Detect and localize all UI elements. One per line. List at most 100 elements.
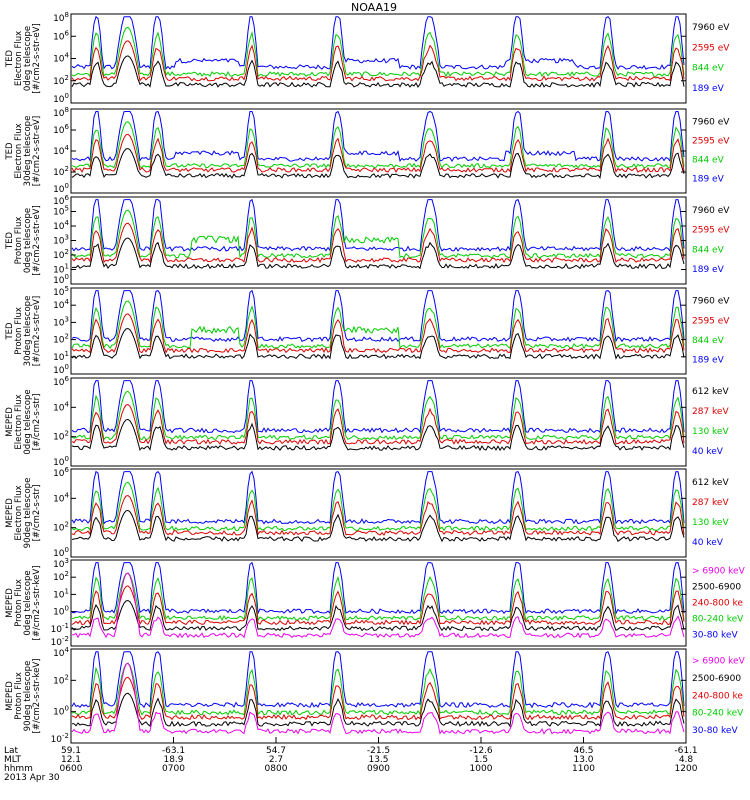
legend-entry: 2595 eV: [692, 43, 730, 53]
y-axis-label-line: [#/cm2-s-str]: [32, 485, 42, 542]
panel-frame: [70, 468, 687, 558]
y-axis-label-line: [#/cm2-s-str-keV]: [32, 566, 42, 641]
series-line-blue: [71, 198, 685, 253]
series-line-black: [71, 327, 685, 360]
legend-entry: 130 keV: [692, 518, 729, 528]
series-line-green: [71, 572, 685, 622]
x-tick-label: 1000: [470, 764, 493, 774]
panel-frame: [70, 287, 687, 375]
y-axis-label-line: Proton Flux: [14, 672, 24, 720]
series-line-black: [71, 237, 685, 270]
y-axis-label-line: Proton Flux: [14, 307, 24, 355]
x-tick-label: 0600: [60, 764, 83, 774]
legend-entry: 844 eV: [692, 156, 725, 166]
series-line-blue: [71, 470, 685, 525]
x-tick-label: -63.1: [162, 746, 185, 756]
y-axis-label-line: Electron Flux: [14, 123, 24, 178]
y-axis-label-line: Proton Flux: [14, 579, 24, 627]
y-tick-label: 104: [53, 52, 69, 65]
y-axis-label-line: 0deg telescope: [23, 389, 33, 454]
legend-entry: 240-800 ke: [692, 691, 743, 701]
x-row-label: MLT: [4, 755, 22, 765]
series-line-red: [71, 494, 685, 536]
series-line-green: [71, 209, 685, 259]
series-line-red: [71, 403, 685, 445]
y-tick-label: 100: [53, 705, 69, 718]
legend-entry: 844 eV: [692, 336, 725, 346]
x-tick-label: 13.5: [368, 755, 388, 765]
y-tick-label: 102: [53, 333, 69, 346]
series-line-black: [71, 55, 685, 88]
legend-entry: 40 keV: [692, 447, 724, 457]
legend-entry: 844 eV: [692, 64, 725, 74]
y-tick-label: 104: [53, 646, 69, 659]
y-tick-label: 101: [53, 350, 69, 363]
legend-entry: 189 eV: [692, 84, 725, 94]
x-tick-label: 59.1: [61, 746, 81, 756]
series-line-blue: [71, 651, 685, 709]
y-tick-label: 105: [53, 205, 69, 218]
y-axis-label-line: Electron Flux: [14, 485, 24, 540]
y-tick-label: 10-2: [51, 732, 69, 745]
y-tick-label: 101: [53, 263, 69, 276]
series-line-red: [71, 676, 685, 721]
y-tick-label: 100: [53, 92, 69, 105]
x-tick-label: 1200: [675, 764, 698, 774]
y-tick-label: 104: [53, 400, 69, 413]
y-axis-label-line: 0deg telescope: [23, 26, 33, 91]
legend-entry: > 6900 keV: [692, 656, 746, 666]
x-tick-label: 2.7: [269, 755, 283, 765]
x-row-label: Lat: [4, 746, 19, 756]
y-axis-label-line: TED: [5, 231, 15, 250]
series-line-red: [71, 133, 685, 174]
y-tick-label: 102: [53, 521, 69, 534]
y-axis-label-line: 30deg telescope: [23, 296, 33, 367]
y-axis-label-line: MEPED: [5, 681, 15, 711]
panel-frame: [70, 559, 687, 647]
x-row-label: hhmm: [4, 764, 33, 774]
y-tick-label: 106: [53, 123, 69, 136]
y-axis-label-line: MEPED: [5, 407, 15, 437]
y-tick-label: 100: [53, 546, 69, 559]
y-tick-label: 105: [53, 285, 69, 298]
y-tick-label: 102: [53, 430, 69, 443]
series-line-blue: [71, 110, 685, 163]
series-line-red: [71, 585, 685, 626]
panel-5: 100 102 104 106 MEPED Electron Flux 0deg teles…: [5, 375, 729, 468]
series-line-black: [71, 418, 685, 452]
y-tick-label: 106: [53, 375, 69, 388]
legend-entry: 80-240 keV: [692, 709, 744, 719]
series-line-green: [71, 26, 685, 78]
legend-entry: 189 eV: [692, 175, 725, 185]
y-axis-label-line: 0deg telescope: [23, 208, 33, 273]
x-tick-label: 0900: [367, 764, 390, 774]
x-tick-label: -61.1: [674, 746, 697, 756]
x-axis: Lat 59.1 -63.1 54.7 -21.5 -12.6 46.5 -61.1 MLT 12…: [4, 737, 698, 783]
series-line-green: [71, 662, 685, 716]
legend-entry: 30-80 keV: [692, 630, 738, 640]
series-line-green: [71, 390, 685, 441]
x-date-label: 2013 Apr 30: [4, 773, 60, 783]
legend-entry: 612 keV: [692, 387, 729, 397]
legend-entry: 287 keV: [692, 407, 729, 417]
y-tick-label: 108: [53, 11, 69, 24]
panel-1: 100 102 104 106 108 TED Electron Flux 0deg tele…: [5, 11, 730, 105]
panel-8: 10-2 100 102 104 MEPED Proton Flux 90deg teles…: [5, 646, 746, 745]
y-tick-label: 103: [53, 234, 69, 247]
legend-entry: 287 keV: [692, 498, 729, 508]
y-axis-label-line: [#/cm2-s-str-eV]: [32, 205, 42, 275]
y-axis-label-line: Electron Flux: [14, 31, 24, 86]
legend-entry: 2595 eV: [692, 137, 730, 147]
y-axis-label-line: [#/cm2-s-str-eV]: [32, 296, 42, 366]
legend-entry: 2500-6900: [692, 582, 741, 592]
legend-entry: 7960 eV: [692, 297, 730, 307]
legend-entry: 7960 eV: [692, 23, 730, 33]
series-line-magenta: [71, 662, 685, 735]
y-tick-label: 104: [53, 144, 69, 157]
legend-entry: 844 eV: [692, 245, 725, 255]
legend-entry: 2595 eV: [692, 226, 730, 236]
series-line-black: [71, 147, 685, 180]
